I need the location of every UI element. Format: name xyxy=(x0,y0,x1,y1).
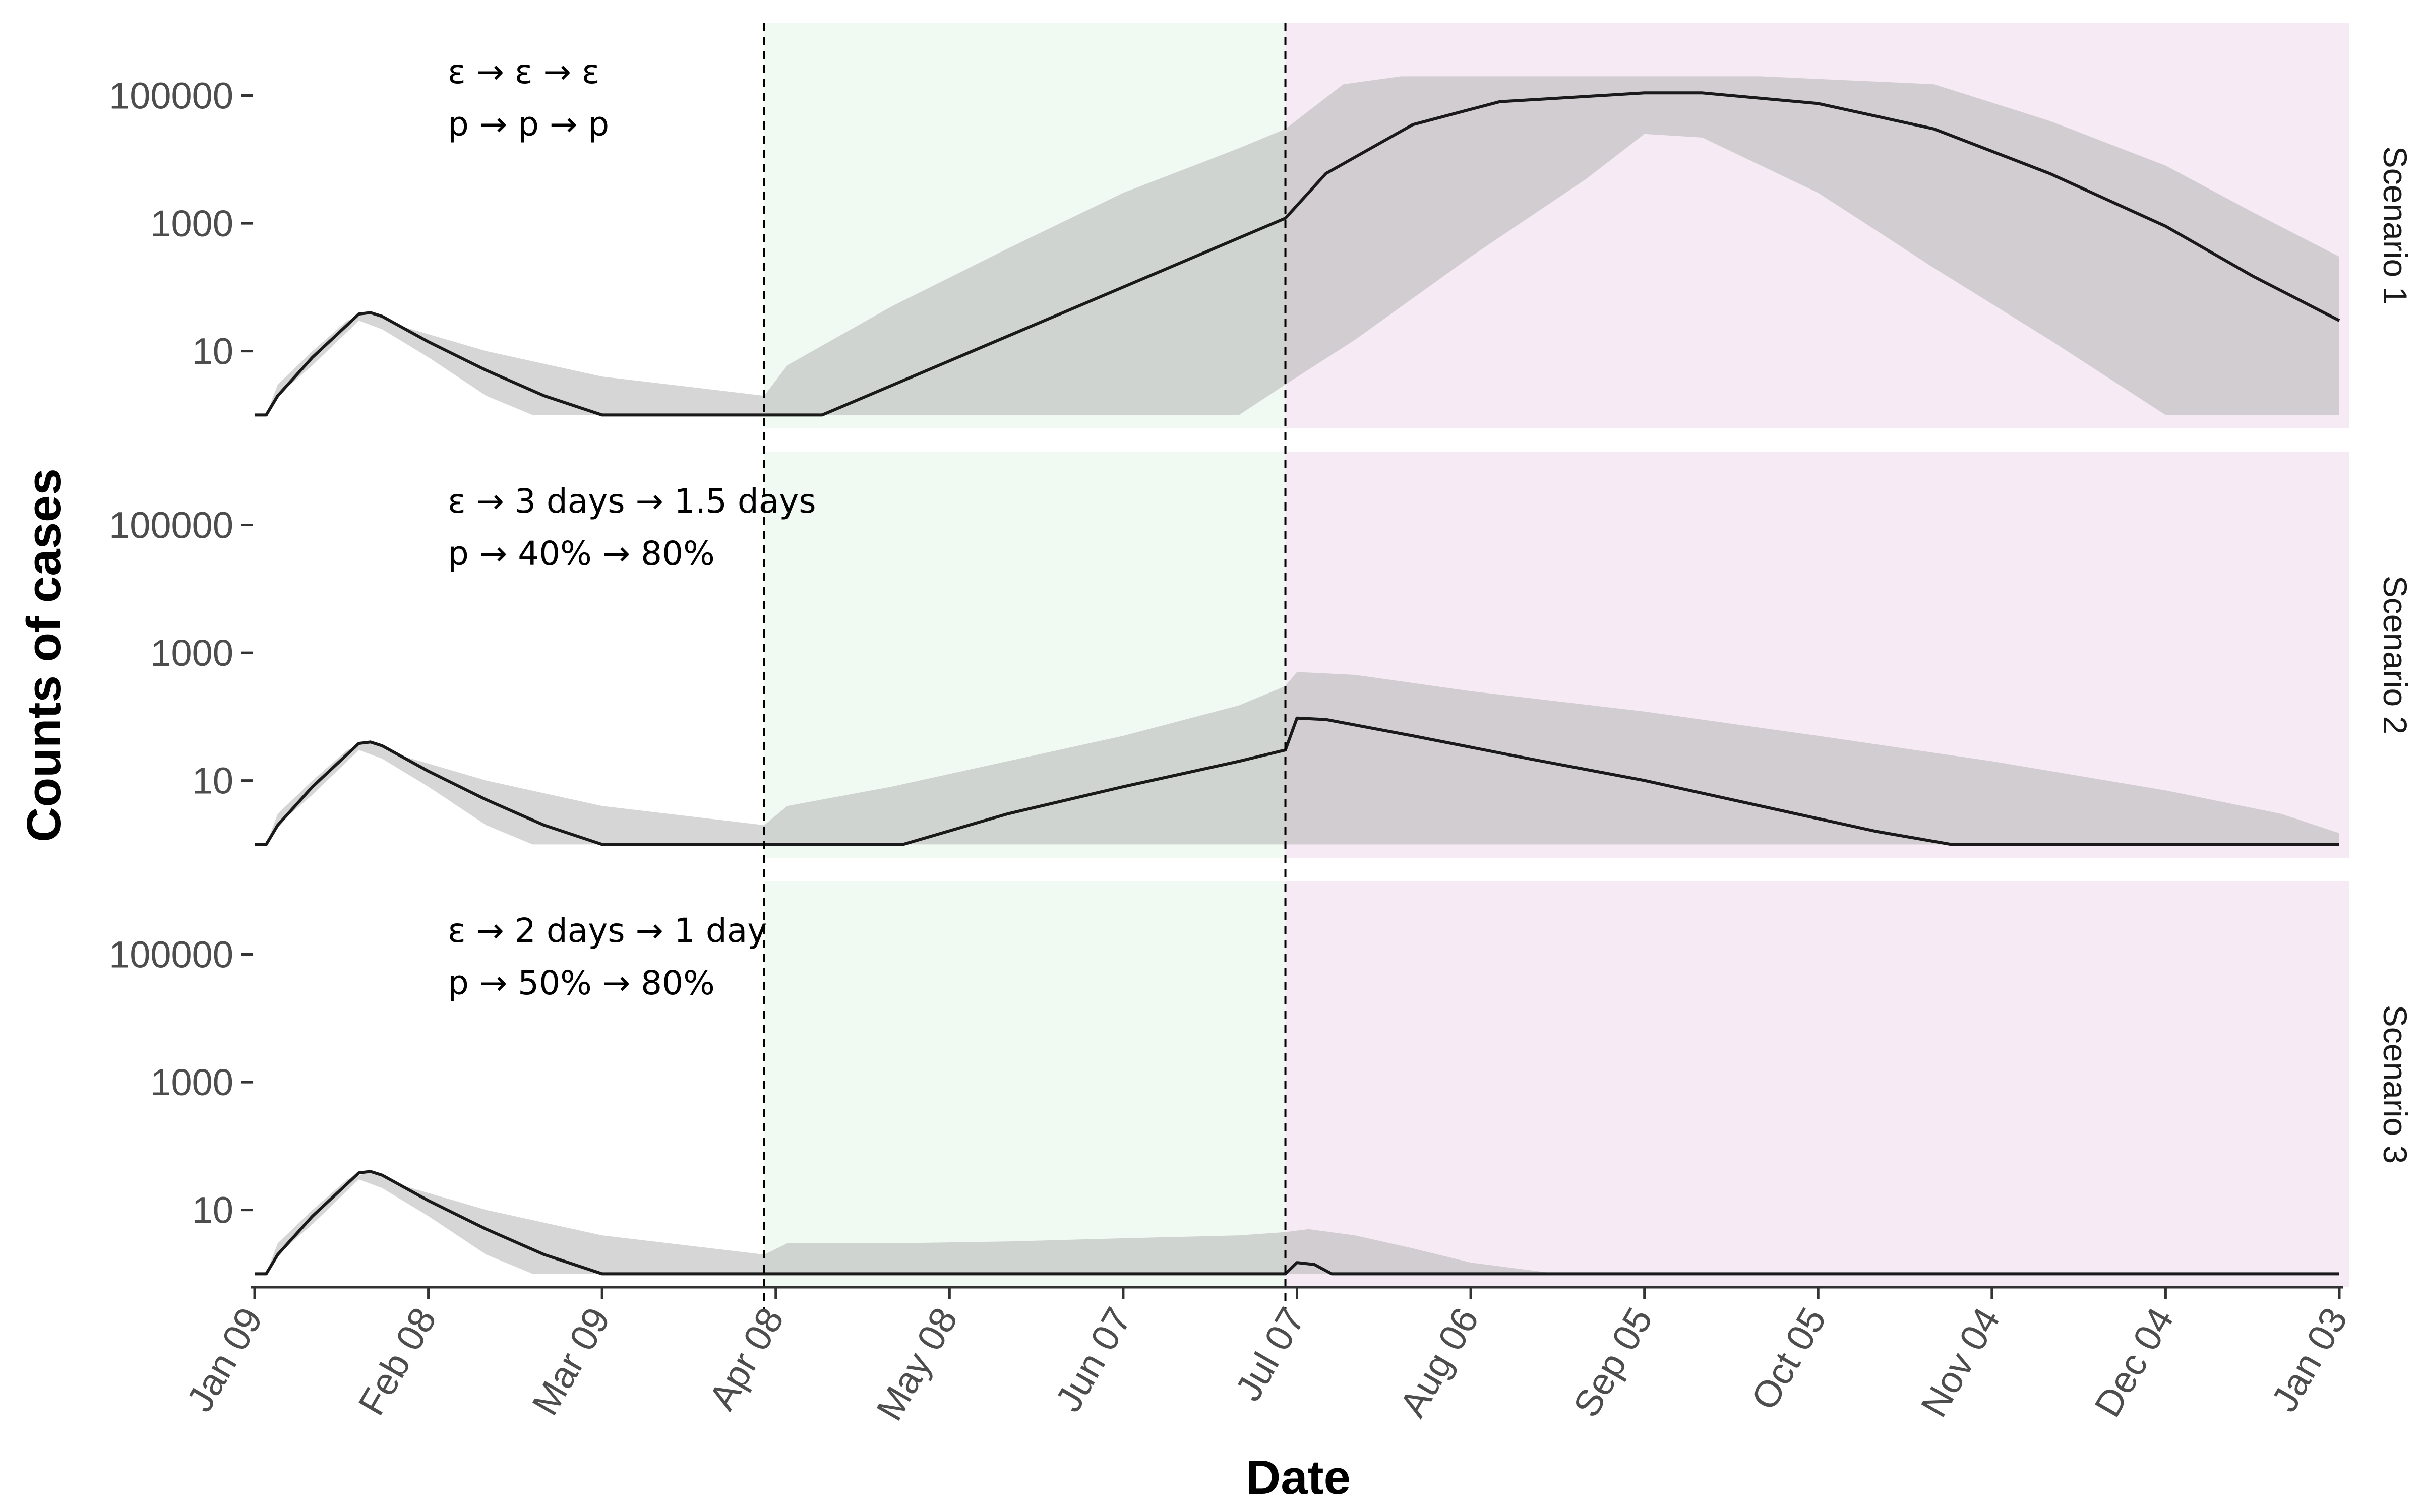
y-tick-label: 100000 xyxy=(109,75,233,117)
y-tick-label: 10 xyxy=(192,760,233,802)
strip-label: Scenario 1 xyxy=(2377,146,2414,305)
x-tick-label: Apr 08 xyxy=(701,1301,792,1417)
panel-1: 10 1000 100000 Scenario 1 ε → ε → ε p → p → p xyxy=(109,23,2414,428)
x-axis: Jan 09 Feb 08 Mar 09 Apr 08 May 08 Jun 07 Jul … xyxy=(178,1286,2355,1428)
annotation-line: ε → ε → ε xyxy=(448,52,600,91)
x-tick-label: Jul 07 xyxy=(1227,1301,1313,1408)
y-tick-label: 1000 xyxy=(150,203,233,244)
x-axis-title: Date xyxy=(1246,1451,1351,1504)
x-tick-label: Feb 08 xyxy=(350,1301,444,1422)
x-tick-label: Nov 04 xyxy=(1913,1300,2008,1424)
panel-3: 10 1000 100000 Scenario 3 ε → 2 days → 1 day… xyxy=(109,881,2414,1287)
x-tick-label: Mar 09 xyxy=(524,1301,618,1422)
y-tick-label: 100000 xyxy=(109,505,233,546)
y-axis-title: Counts of cases xyxy=(17,468,71,842)
interval-band xyxy=(255,76,2339,415)
median-line xyxy=(255,716,2339,846)
annotation-line: p → 40% → 80% xyxy=(448,534,715,573)
y-tick-label: 10 xyxy=(192,331,233,372)
annotation-line: ε → 3 days → 1.5 days xyxy=(448,482,816,521)
y-tick-label: 1000 xyxy=(150,632,233,674)
x-tick-label: May 08 xyxy=(868,1301,965,1428)
interval-band xyxy=(255,672,2339,845)
panels: 10 1000 100000 Scenario 1 ε → ε → ε p → p → p… xyxy=(109,23,2414,1309)
y-tick-label: 100000 xyxy=(109,934,233,976)
x-tick-label: Oct 05 xyxy=(1743,1301,1834,1417)
annotation-line: p → p → p xyxy=(448,105,609,144)
y-tick-label: 1000 xyxy=(150,1061,233,1103)
x-tick-label: Dec 04 xyxy=(2086,1301,2182,1424)
panel-2: 10 1000 100000 Scenario 2 ε → 3 days → 1.5 d… xyxy=(109,452,2414,858)
annotation-line: p → 50% → 80% xyxy=(448,964,715,1002)
x-tick-label: Sep 05 xyxy=(1565,1301,1660,1424)
x-tick-label: Jun 07 xyxy=(1047,1301,1139,1419)
y-tick-label: 10 xyxy=(192,1189,233,1231)
x-tick-label: Aug 06 xyxy=(1392,1301,1487,1424)
strip-label: Scenario 2 xyxy=(2377,576,2414,735)
x-tick-label: Jan 09 xyxy=(178,1301,271,1419)
median-line xyxy=(255,91,2340,417)
interval-band xyxy=(255,1171,2339,1274)
x-tick-label: Jan 03 xyxy=(2263,1301,2355,1419)
strip-label: Scenario 3 xyxy=(2377,1005,2414,1164)
phase3-background xyxy=(1285,881,2349,1287)
annotation-line: ε → 2 days → 1 day xyxy=(448,911,767,950)
phase2-background xyxy=(764,881,1286,1287)
median-line xyxy=(255,1170,2339,1276)
